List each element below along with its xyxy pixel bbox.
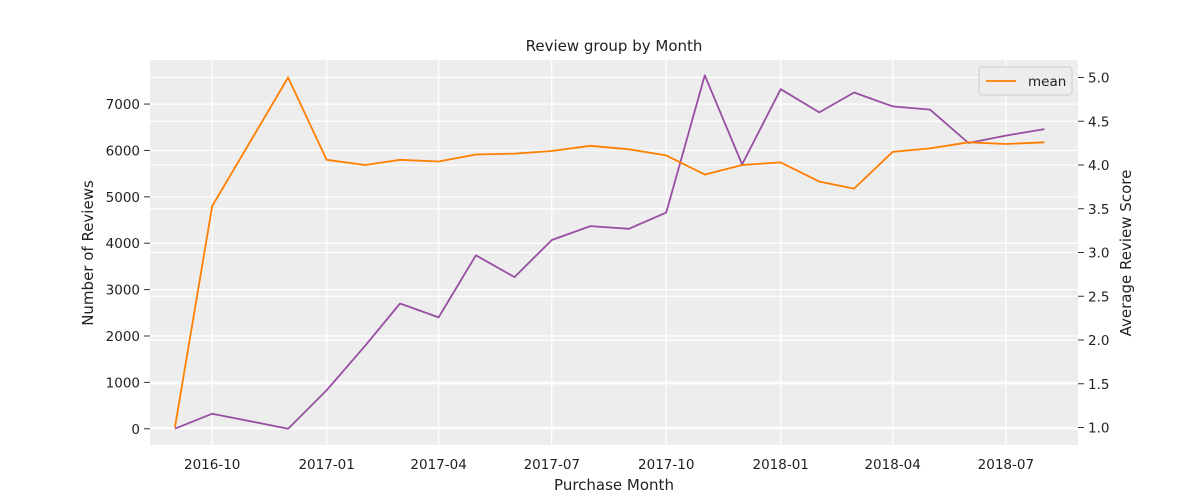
y-left-tick-label: 1000 — [106, 375, 140, 391]
x-tick-label: 2017-01 — [298, 457, 354, 473]
y-left-tick-labels: 0 1000 2000 3000 4000 5000 6000 7000 — [106, 97, 150, 438]
y-right-tick-label: 2.0 — [1088, 333, 1109, 349]
y-right-axis-label: Average Review Score — [1117, 170, 1135, 337]
y-left-tick-label: 0 — [131, 422, 140, 438]
x-tick-label: 2016-10 — [184, 457, 240, 473]
y-left-tick-label: 2000 — [106, 329, 140, 345]
x-tick-label: 2018-04 — [864, 457, 920, 473]
legend-box — [978, 66, 1073, 96]
y-right-tick-labels: 1.0 1.5 2.0 2.5 3.0 3.5 4.0 4.5 5.0 — [1078, 71, 1109, 437]
y-right-tick-label: 4.5 — [1088, 114, 1109, 130]
chart-title: Review group by Month — [526, 37, 703, 55]
y-right-tick-label: 1.5 — [1088, 377, 1109, 393]
x-tick-label: 2017-04 — [410, 457, 466, 473]
y-left-tick-label: 7000 — [106, 97, 140, 113]
y-right-tick-label: 5.0 — [1088, 71, 1109, 87]
x-tick-label: 2018-07 — [978, 457, 1034, 473]
grid — [150, 60, 1078, 445]
y-right-tick-label: 1.0 — [1088, 421, 1109, 437]
series-line-mean — [174, 76, 1045, 428]
y-left-tick-label: 4000 — [106, 236, 140, 252]
x-tick-labels: 2016-10 2017-01 2017-04 2017-07 2017-10 2018-… — [184, 457, 1034, 473]
y-left-tick-label: 3000 — [106, 283, 140, 299]
y-right-tick-label: 3.5 — [1088, 202, 1109, 218]
legend: mean — [978, 66, 1073, 96]
y-right-tick-label: 2.5 — [1088, 289, 1109, 305]
x-tick-label: 2018-01 — [752, 457, 808, 473]
y-left-tick-label: 5000 — [106, 190, 140, 206]
series-line-series-0 — [174, 74, 1045, 430]
x-tick-label: 2017-10 — [638, 457, 694, 473]
y-left-tick-label: 6000 — [106, 143, 140, 159]
legend-entry-mean: mean — [1028, 74, 1066, 90]
y-left-axis-label: Number of Reviews — [79, 180, 97, 326]
series-lines — [174, 74, 1045, 430]
x-axis-label: Purchase Month — [554, 476, 674, 494]
x-tick-label: 2017-07 — [524, 457, 580, 473]
y-right-tick-label: 4.0 — [1088, 158, 1109, 174]
y-right-tick-label: 3.0 — [1088, 246, 1109, 262]
